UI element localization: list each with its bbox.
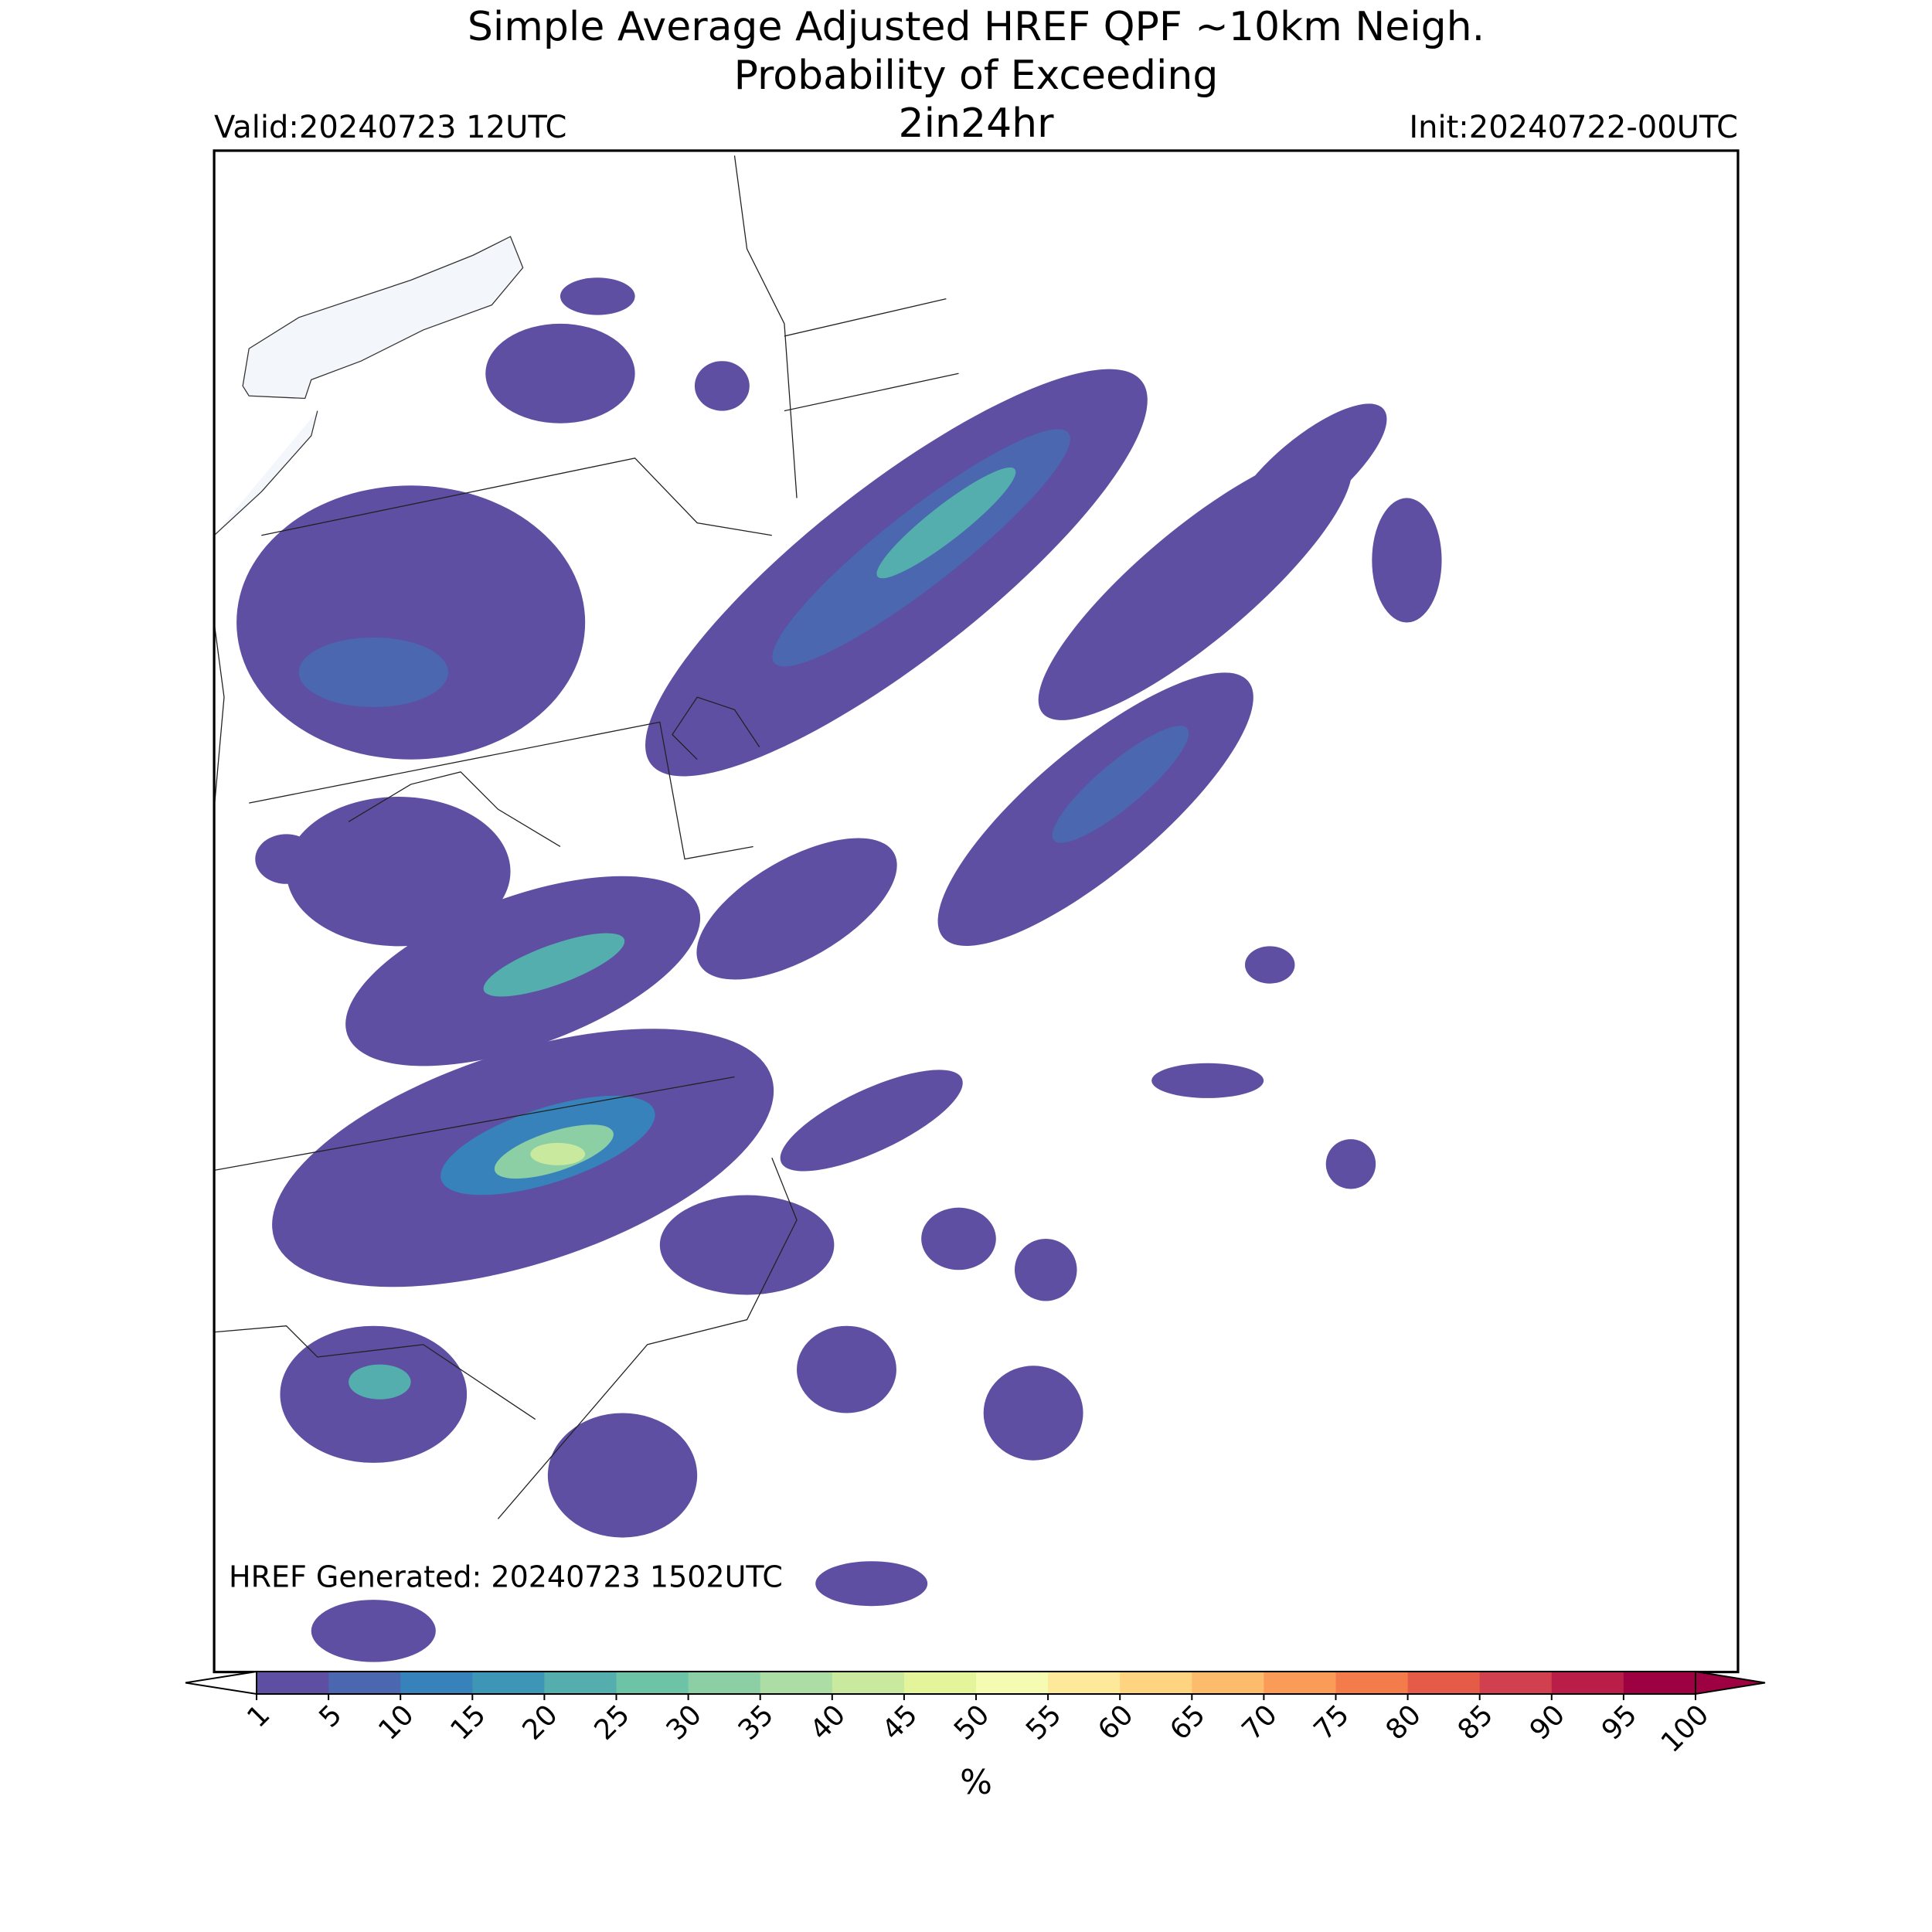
colorbar-tick-label: 25 [589,1699,636,1746]
colorbar-tick-label: 100 [1655,1699,1716,1759]
colorbar-bin [400,1672,473,1694]
colorbar-tick-label: 45 [876,1699,923,1746]
colorbar-tick-label: 95 [1596,1699,1643,1746]
colorbar-tick-label: 40 [804,1699,852,1746]
colorbar-over [1695,1670,1766,1696]
colorbar-bin [1048,1672,1121,1694]
colorbar-bin [472,1672,545,1694]
colorbar-bin [760,1672,833,1694]
colorbar-bin [1479,1672,1553,1694]
colorbar-bin [257,1672,329,1694]
colorbar-bin [976,1672,1049,1694]
colorbar-bin [832,1672,905,1694]
lake [242,236,524,400]
colorbar-bin [1623,1672,1696,1694]
threshold: 2in24hr [899,100,1055,147]
colorbar-tick-label: 35 [733,1699,780,1746]
colorbar-bin [544,1672,617,1694]
colorbar-bin [328,1672,401,1694]
boundaries [214,155,959,1519]
colorbar-under [185,1670,257,1696]
precip-areas [236,277,1442,1662]
colorbar-tick-label: 5 [313,1699,348,1733]
colorbar-bin [903,1672,977,1694]
colorbar-bin [1551,1672,1624,1694]
colorbar-tick-label: 70 [1236,1699,1283,1746]
valid-time: Valid:20240723 12UTC [214,110,566,145]
colorbar-tick-label: 50 [948,1699,995,1746]
colorbar-tick-label: 30 [661,1699,708,1746]
colorbar-tick-label: 90 [1524,1699,1571,1746]
colorbar-tick-label: 55 [1020,1699,1067,1746]
colorbar-bin [1407,1672,1481,1694]
colorbar-tick-label: 1 [241,1699,276,1733]
init-time: Init:20240722-00UTC [1409,110,1738,145]
colorbar-bin [616,1672,689,1694]
map [213,149,1740,1674]
colorbar-tick-label: 75 [1308,1699,1355,1746]
colorbar: 1 5 10 15 20 25 30 35 40 45 50 55 60 65 70 75 80 85 90 95 10… [185,1670,1766,1802]
colorbar-tick-label: 80 [1380,1699,1427,1746]
colorbar-bin [1264,1672,1336,1694]
colorbar-bin [1335,1672,1409,1694]
colorbar-bin [688,1672,761,1694]
colorbar-bin [1120,1672,1192,1694]
subtitle: Probability of Exceeding [734,53,1219,99]
colorbar-tick-label: 60 [1092,1699,1139,1746]
colorbar-tick-label: 15 [444,1699,492,1746]
colorbar-label: % [960,1763,992,1802]
lake [214,410,318,536]
title: Simple Average Adjusted HREF QPF ~10km N… [468,4,1485,50]
colorbar-tick-label: 20 [516,1699,563,1746]
colorbar-tick-label: 85 [1452,1699,1499,1746]
colorbar-tick-label: 65 [1164,1699,1211,1746]
colorbar-bin [1192,1672,1264,1694]
colorbar-tick-label: 10 [372,1699,420,1746]
generated-time: HREF Generated: 20240723 1502UTC [229,1560,783,1594]
